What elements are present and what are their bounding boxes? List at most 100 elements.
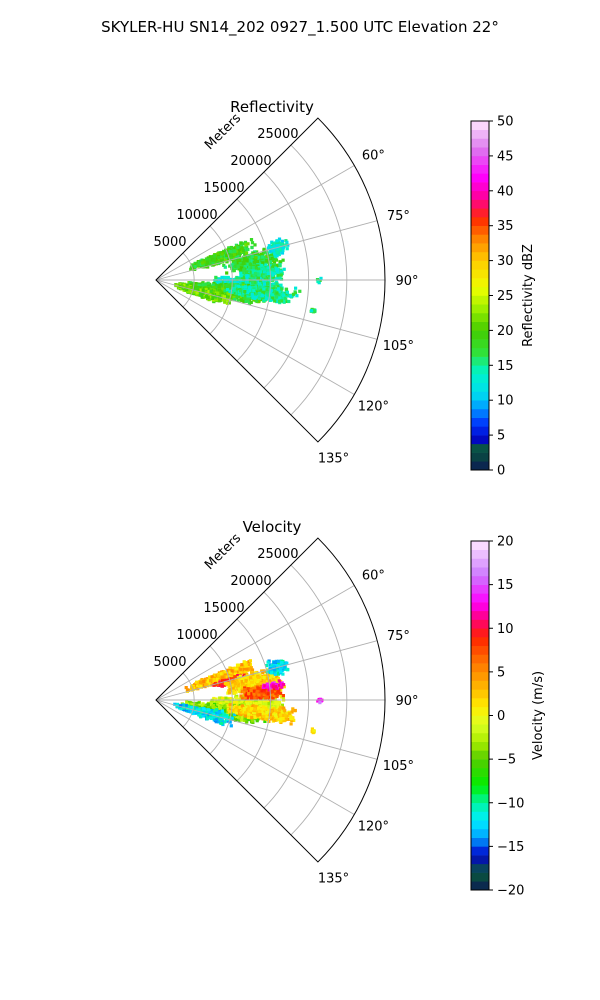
echo-gate [278,296,283,300]
echo-gate [279,283,283,287]
echo-gate [208,675,212,679]
echo-gate [195,680,199,684]
echo-gate [184,686,188,690]
echo-gate [232,701,236,705]
echo-gate [252,701,256,705]
echo-gate [229,280,233,284]
echo-gate [188,281,192,285]
echo-gate [242,250,246,254]
echo-gate [235,261,239,265]
echo-gate [237,285,241,289]
echo-gate [220,676,225,681]
echo-gate [218,702,222,706]
echo-gate [247,286,252,290]
echo-gate [281,297,285,301]
echo-gate [241,281,245,286]
echo-gate [237,688,241,692]
echo-gate [214,275,218,279]
echo-cell [223,282,302,305]
echo-gate [250,292,254,296]
echo-gate [244,296,248,300]
echo-gate [248,268,252,273]
echo-gate [201,281,205,285]
echo-gate [203,282,207,287]
azimuth-tick-label: 120° [358,400,389,415]
echo-gate [223,265,227,269]
echo-gate [254,699,258,703]
echo-gate [240,246,244,250]
echo-gate [245,267,249,271]
echo-gate [280,703,284,707]
echo-gate [216,291,220,295]
echo-gate [276,285,280,289]
echo-gate [219,672,223,676]
echo-gate [233,280,237,285]
echo-gate [293,291,298,295]
echo-gate [229,263,233,267]
echo-gate [270,704,274,708]
echo-gate [295,294,299,298]
echo-gate [266,266,270,270]
echo-gate [257,300,261,304]
echo-gate [288,294,293,298]
panel-title: Velocity [243,518,302,536]
echo-gate [247,680,251,685]
echo-gate [233,284,237,288]
radial-axis-label: Meters [202,111,244,153]
echo-gate [272,296,276,300]
echo-gate [284,287,288,291]
echo-gate [263,282,267,286]
echo-gate [236,265,240,269]
echo-gate [232,298,236,302]
echo-gate [197,283,201,287]
echo-gate [263,277,267,281]
echo-gate [228,264,232,268]
echo-gate [256,259,260,263]
echo-gate [251,682,255,686]
echo-gate [240,663,244,667]
echo-gate [201,288,205,292]
echo-gate [251,270,255,274]
echo-gate [275,267,279,271]
echo-gate [256,272,260,276]
echo-gate [260,255,264,259]
echo-gate [265,680,269,684]
echo-gate [254,266,258,270]
echo-gate [273,299,277,303]
echo-gate [261,251,266,255]
echo-gate [271,298,275,302]
echo-gate [270,293,274,297]
echo-gate [243,240,248,244]
echo-gate [212,259,216,263]
echo-gate [220,254,224,258]
echo-gate [249,282,253,287]
echo-gate [263,719,267,723]
echo-gate [238,665,242,669]
echo-gate [235,295,239,299]
echo-gate [220,679,225,683]
echo-gate [218,289,222,293]
echo-gate [236,287,240,291]
echo-gate [272,261,277,265]
echo-gate [280,695,284,699]
echo-gate [262,289,266,293]
echo-gate [265,676,269,680]
echo-gate [231,686,235,690]
echo-gate [239,668,243,672]
echo-gate [238,247,242,252]
echo-gate [240,683,245,687]
echo-gate [201,283,205,287]
echo-gate [238,260,242,264]
echo-gate [272,293,276,297]
echo-gate [233,675,237,679]
echo-gate [185,700,189,704]
echo-gate [220,684,224,688]
echo-gate [249,300,253,304]
echo-gate [281,258,285,262]
echo-gate [256,682,260,686]
echo-gate [273,697,277,701]
polar-grid [155,144,385,416]
echo-gate [215,683,219,687]
echo-gate [291,292,295,296]
